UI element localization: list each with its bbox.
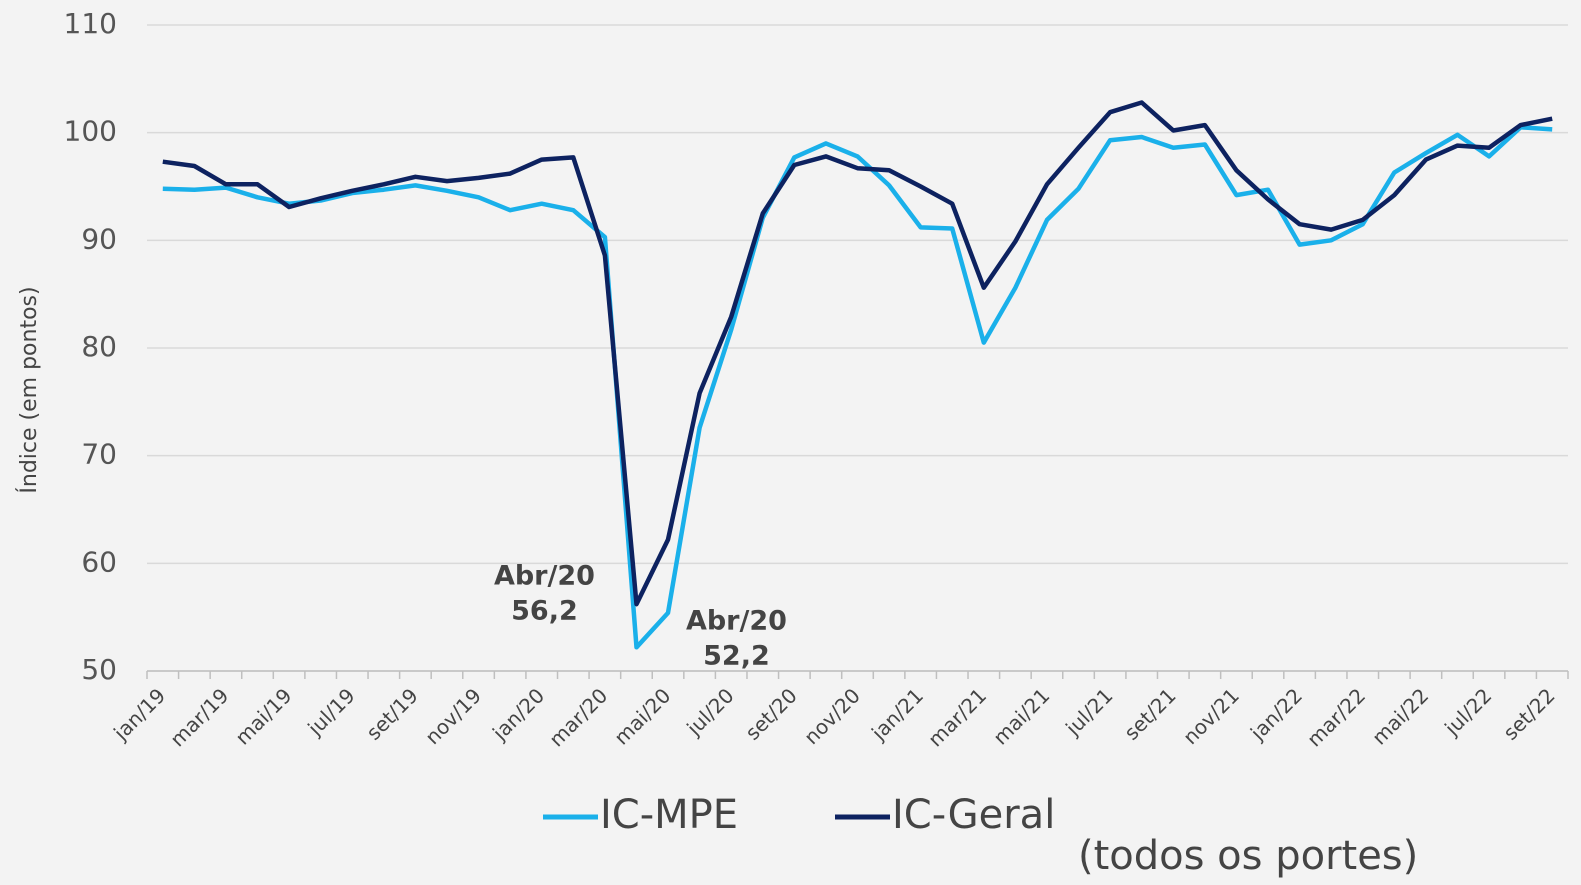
- annotation: 52,2: [703, 641, 770, 672]
- y-tick-label: 50: [81, 653, 117, 686]
- y-tick-label: 60: [81, 545, 117, 578]
- y-tick-label: 90: [81, 222, 117, 255]
- series-line: [162, 125, 1553, 650]
- series-line: [162, 100, 1553, 607]
- annotation: Abr/20: [494, 561, 595, 592]
- y-axis-label: Índice (em pontos): [16, 286, 42, 493]
- y-tick-label: 80: [81, 330, 117, 363]
- y-tick-label: 100: [64, 115, 117, 148]
- legend-note: (todos os portes): [1078, 833, 1418, 879]
- y-tick-label: 70: [81, 438, 117, 471]
- annotation: 56,2: [511, 596, 578, 627]
- annotation: Abr/20: [686, 606, 787, 637]
- y-tick-label: 110: [64, 7, 117, 40]
- legend-label: IC-Geral: [892, 792, 1055, 838]
- legend-label: IC-MPE: [600, 792, 738, 838]
